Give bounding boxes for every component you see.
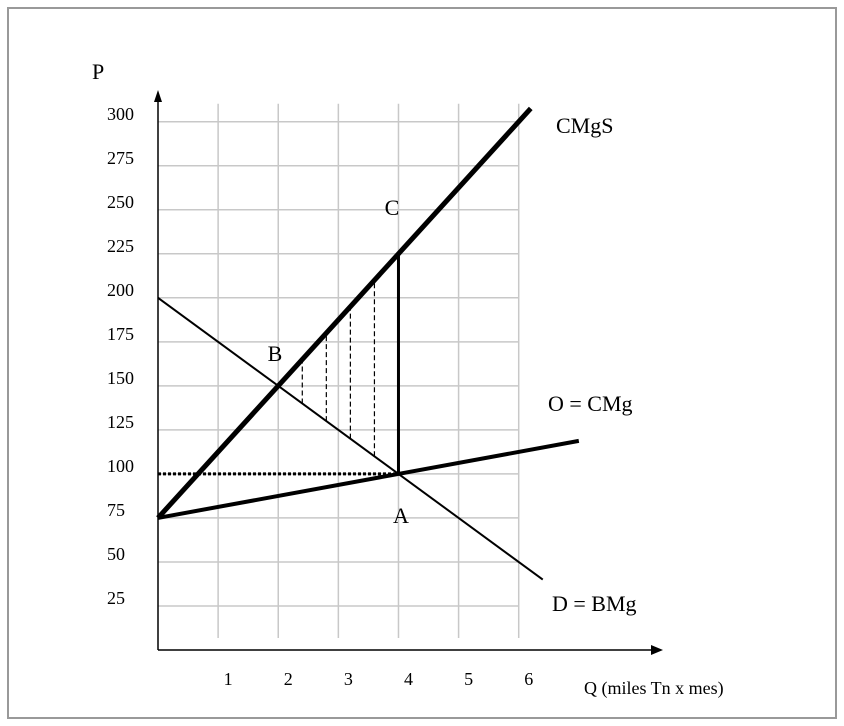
y-tick-label: 175	[107, 324, 134, 344]
series-line	[157, 438, 580, 520]
y-tick-label: 75	[107, 500, 125, 520]
x-tick-label: 6	[524, 669, 533, 689]
y-axis-arrow	[154, 90, 162, 102]
series-label: D = BMg	[552, 591, 637, 616]
y-tick-label: 200	[107, 280, 134, 300]
series-line	[156, 106, 533, 520]
x-tick-label: 2	[284, 669, 293, 689]
y-axis-label: P	[92, 59, 104, 84]
y-tick-label: 275	[107, 148, 134, 168]
y-tick-label: 125	[107, 412, 134, 432]
y-tick-label: 25	[107, 588, 125, 608]
y-tick-label: 50	[107, 544, 125, 564]
x-axis-arrow	[651, 645, 663, 655]
x-axis-label: Q (miles Tn x mes)	[584, 678, 724, 699]
point-label: A	[393, 503, 409, 528]
y-tick-label: 150	[107, 368, 134, 388]
series-label: CMgS	[556, 113, 613, 138]
x-tick-label: 3	[344, 669, 353, 689]
point-label: B	[268, 341, 283, 366]
frame	[7, 7, 837, 719]
x-tick-label: 4	[404, 669, 413, 689]
x-tick-label: 1	[224, 669, 233, 689]
y-tick-label: 100	[107, 456, 134, 476]
y-tick-label: 300	[107, 104, 134, 124]
y-tick-label: 250	[107, 192, 134, 212]
y-tick-label: 225	[107, 236, 134, 256]
series-label: O = CMg	[548, 391, 633, 416]
point-label: C	[385, 195, 400, 220]
x-tick-label: 5	[464, 669, 473, 689]
